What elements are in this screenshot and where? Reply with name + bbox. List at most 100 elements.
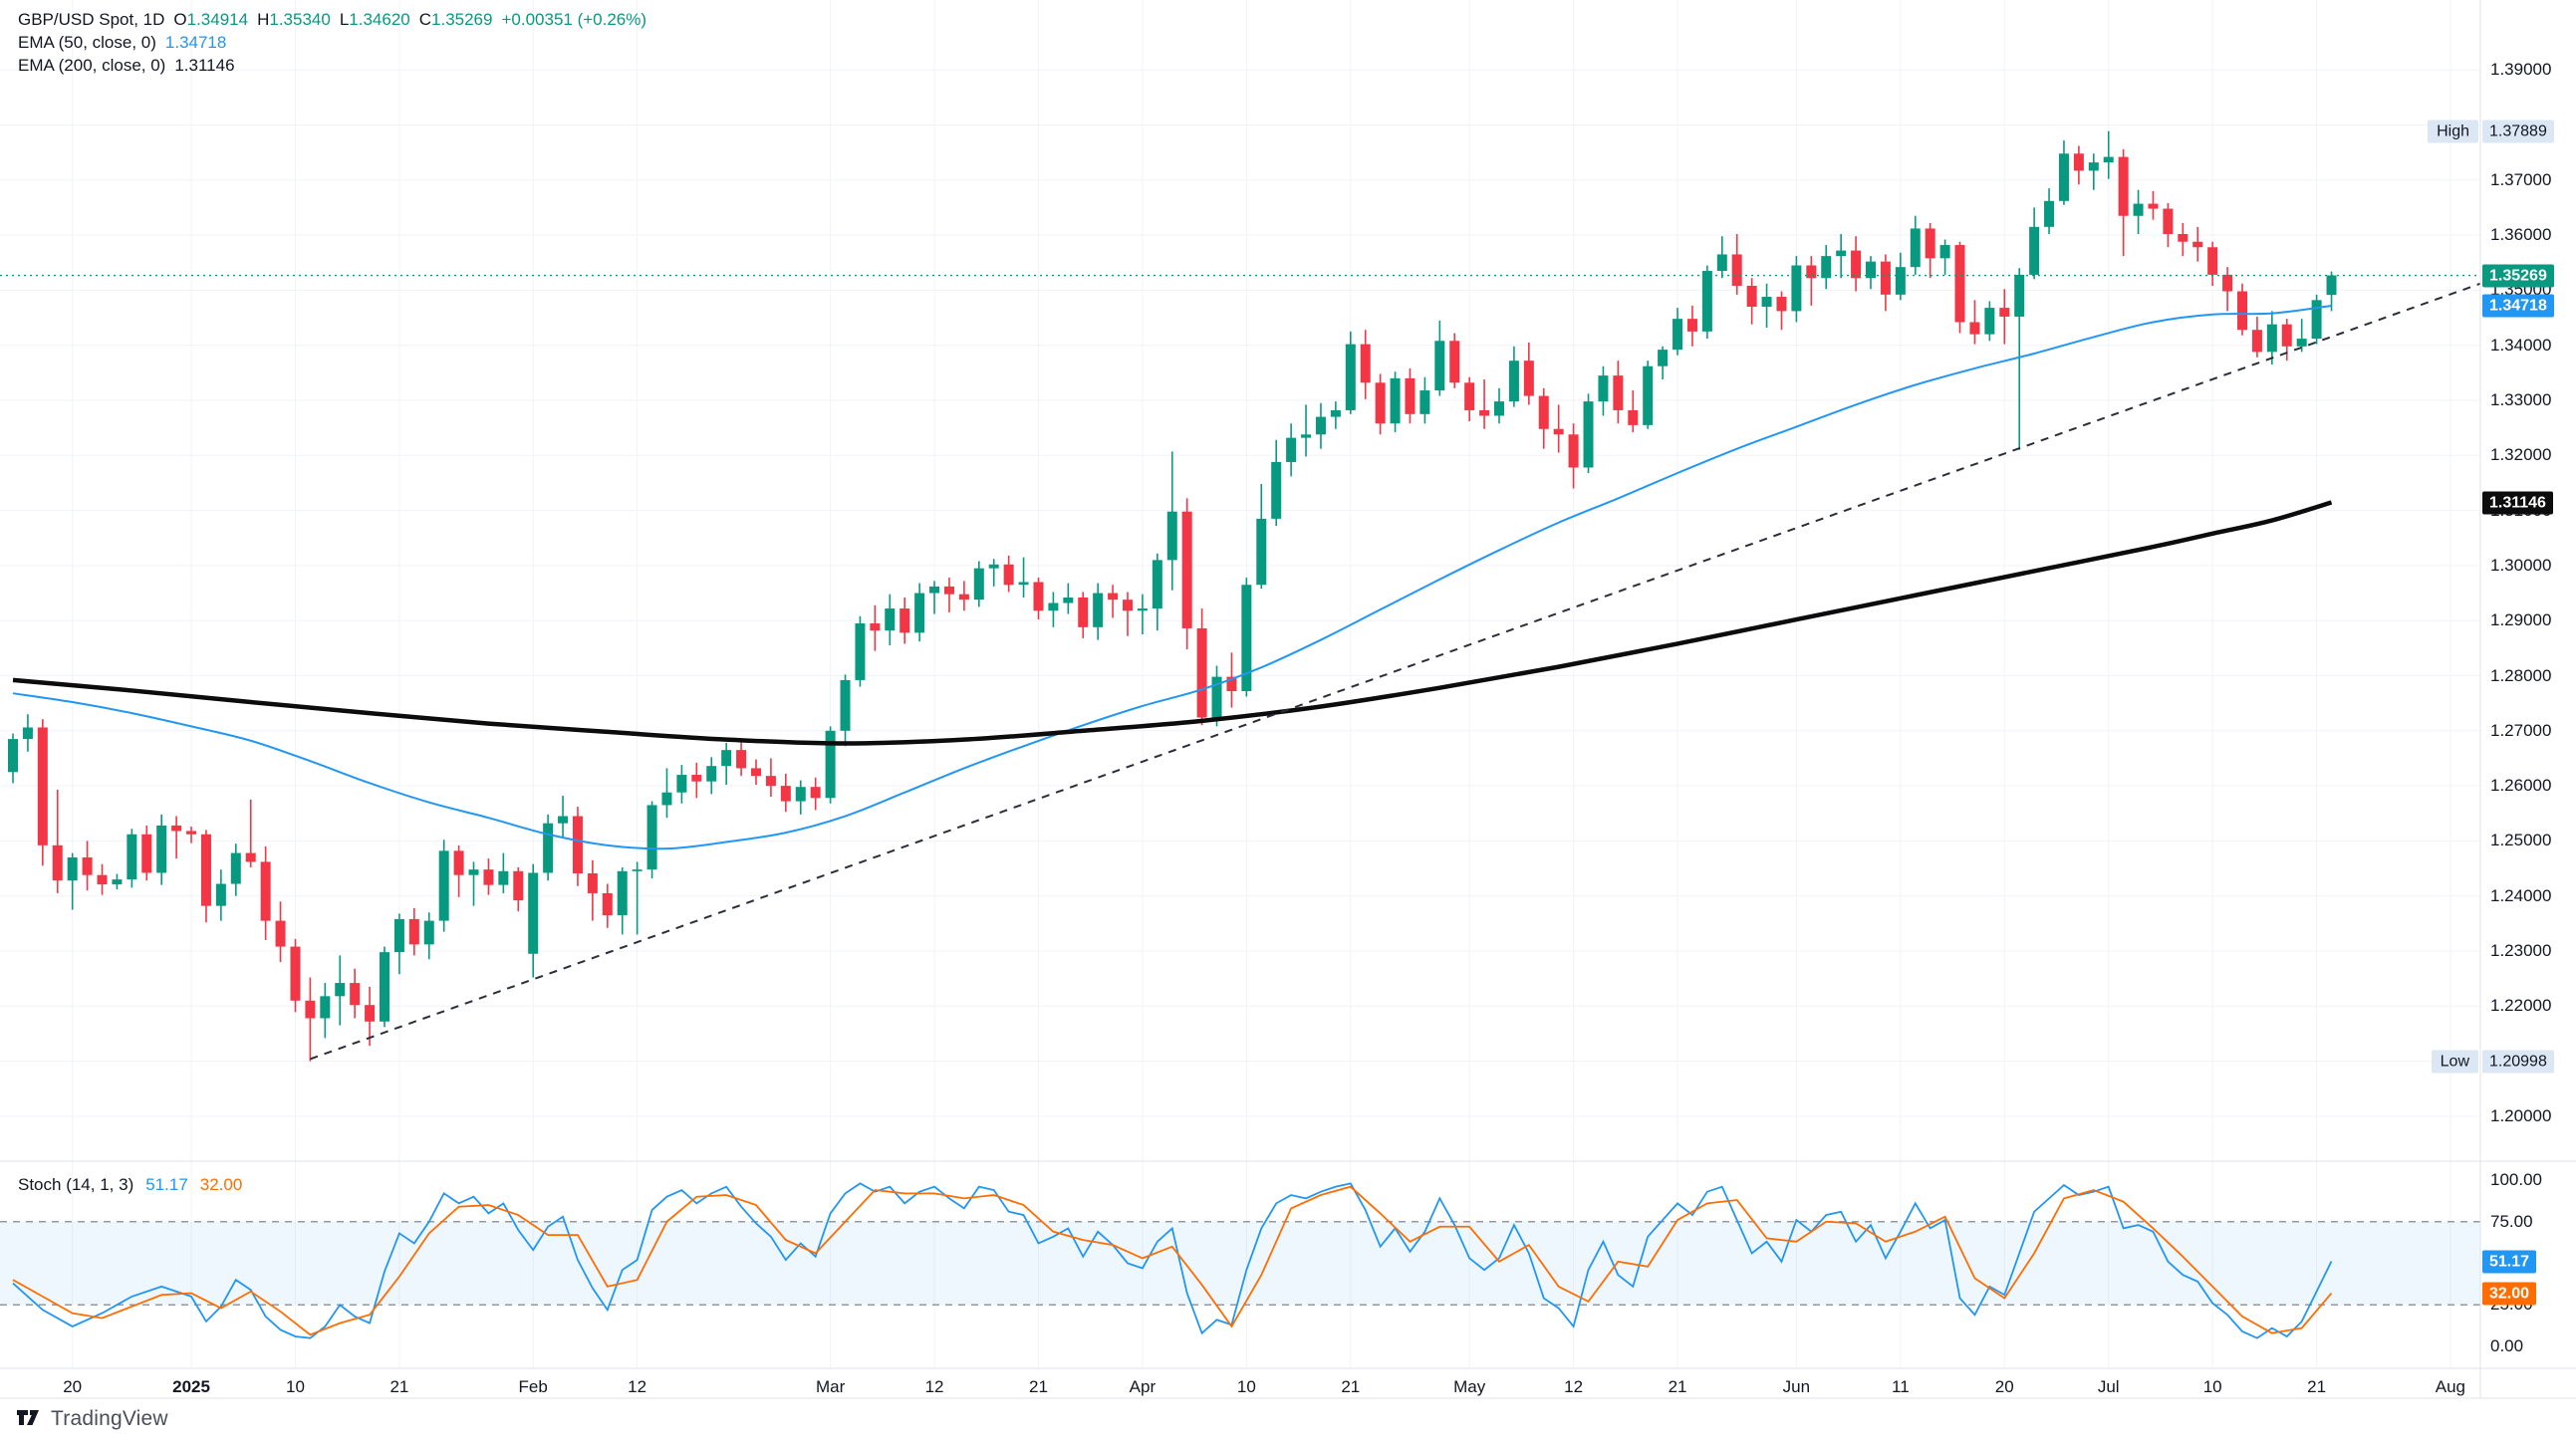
price-tick-label: 1.39000 [2490, 60, 2552, 80]
time-tick-label: 12 [924, 1377, 944, 1396]
candle [1791, 265, 1802, 312]
candle [1731, 254, 1742, 286]
candle [2222, 274, 2233, 292]
candle [423, 920, 434, 945]
candle [365, 1005, 376, 1022]
time-tick-label: Apr [1129, 1377, 1157, 1396]
candle [2178, 233, 2189, 242]
candle [1836, 250, 1847, 257]
candle [1969, 322, 1980, 335]
time-tick-label: 21 [2307, 1377, 2327, 1396]
main-chart-pane[interactable] [0, 0, 2480, 1161]
trendline[interactable] [310, 282, 2480, 1061]
candle [587, 873, 598, 893]
candle [1271, 461, 1282, 519]
time-tick-label: 20 [63, 1377, 83, 1396]
stoch-legend[interactable]: Stoch (14, 1, 3) 51.17 32.00 [18, 1174, 242, 1196]
candle [2014, 274, 2025, 317]
candle [2103, 156, 2114, 163]
candle [1003, 564, 1014, 586]
candle [2133, 203, 2144, 216]
candle [1434, 341, 1445, 391]
price-axis-badge: 1.34718 [2482, 294, 2554, 318]
price-tick-label: 1.34000 [2490, 335, 2552, 355]
candle [1181, 511, 1192, 628]
time-tick-label: 10 [286, 1377, 305, 1396]
candle [230, 852, 241, 884]
ohlc-low: L1.34620 [339, 9, 410, 29]
candle [2148, 203, 2159, 209]
candle [2281, 324, 2292, 347]
candle [765, 776, 776, 787]
price-high-chip: High [2428, 120, 2478, 143]
candle [1776, 297, 1787, 312]
candle [393, 918, 404, 953]
price-tick-label: 1.37000 [2490, 169, 2552, 189]
tradingview-logo[interactable]: TradingView [16, 1407, 168, 1431]
price-tick-label: 1.29000 [2490, 610, 2552, 630]
ema200-label: EMA (200, close, 0) [18, 55, 166, 75]
candle [1345, 344, 1356, 410]
candle [1538, 395, 1549, 429]
candle [780, 786, 791, 802]
candle [2088, 162, 2099, 171]
candle [1093, 593, 1104, 627]
candle [1821, 256, 1832, 279]
stoch-d-value: 32.00 [199, 1175, 243, 1194]
ema50-row[interactable]: EMA (50, close, 0) 1.34718 [18, 31, 646, 54]
ema200-line [12, 500, 2333, 746]
candle [186, 831, 197, 835]
candle [1583, 401, 1594, 468]
candle [1241, 585, 1252, 691]
candle [914, 593, 925, 633]
candle [1078, 597, 1089, 627]
candle [2311, 300, 2322, 340]
ema50-line [12, 305, 2332, 850]
time-tick-label: Jun [1782, 1377, 1811, 1396]
candle [1033, 582, 1044, 611]
candle [2118, 156, 2129, 216]
candle [127, 834, 137, 880]
candle [52, 844, 63, 881]
candle [988, 564, 999, 569]
price-tick-label: 1.23000 [2490, 941, 2552, 960]
stoch-axis-badge: 51.17 [2482, 1250, 2537, 1274]
candle [646, 805, 657, 870]
candle [885, 608, 896, 631]
time-tick-label: 20 [1994, 1377, 2014, 1396]
ohlc-open: O1.34914 [173, 9, 249, 29]
candle [438, 850, 449, 921]
time-tick-label: 21 [1341, 1377, 1361, 1396]
symbol-row[interactable]: GBP/USD Spot, 1D O1.34914 H1.35340 L1.34… [18, 8, 646, 31]
stoch-pane[interactable] [0, 1161, 2480, 1368]
candle [112, 879, 123, 885]
candle [1390, 377, 1401, 424]
candle [1196, 627, 1207, 718]
ohlc-high: H1.35340 [257, 9, 331, 29]
candle [929, 586, 940, 594]
candle [1939, 245, 1950, 259]
time-tick-label: Mar [815, 1377, 846, 1396]
candle [943, 586, 954, 595]
candle [1880, 261, 1891, 295]
candle [855, 622, 866, 680]
candle [706, 766, 717, 782]
candle [795, 787, 806, 802]
ema200-row[interactable]: EMA (200, close, 0) 1.31146 [18, 54, 646, 77]
candle [1910, 228, 1921, 268]
candle [1658, 350, 1669, 366]
candle [1152, 560, 1162, 609]
candle [736, 750, 747, 769]
time-tick-label: Aug [2435, 1377, 2465, 1396]
stoch-tick-label: 75.00 [2490, 1211, 2533, 1231]
candle [1895, 267, 1906, 295]
candle [2058, 153, 2069, 201]
candle [1464, 382, 1475, 410]
candle [1137, 608, 1148, 611]
candle [572, 816, 583, 874]
candle [1211, 676, 1222, 718]
candle [870, 622, 881, 631]
candle [320, 996, 331, 1019]
candle [82, 856, 93, 875]
